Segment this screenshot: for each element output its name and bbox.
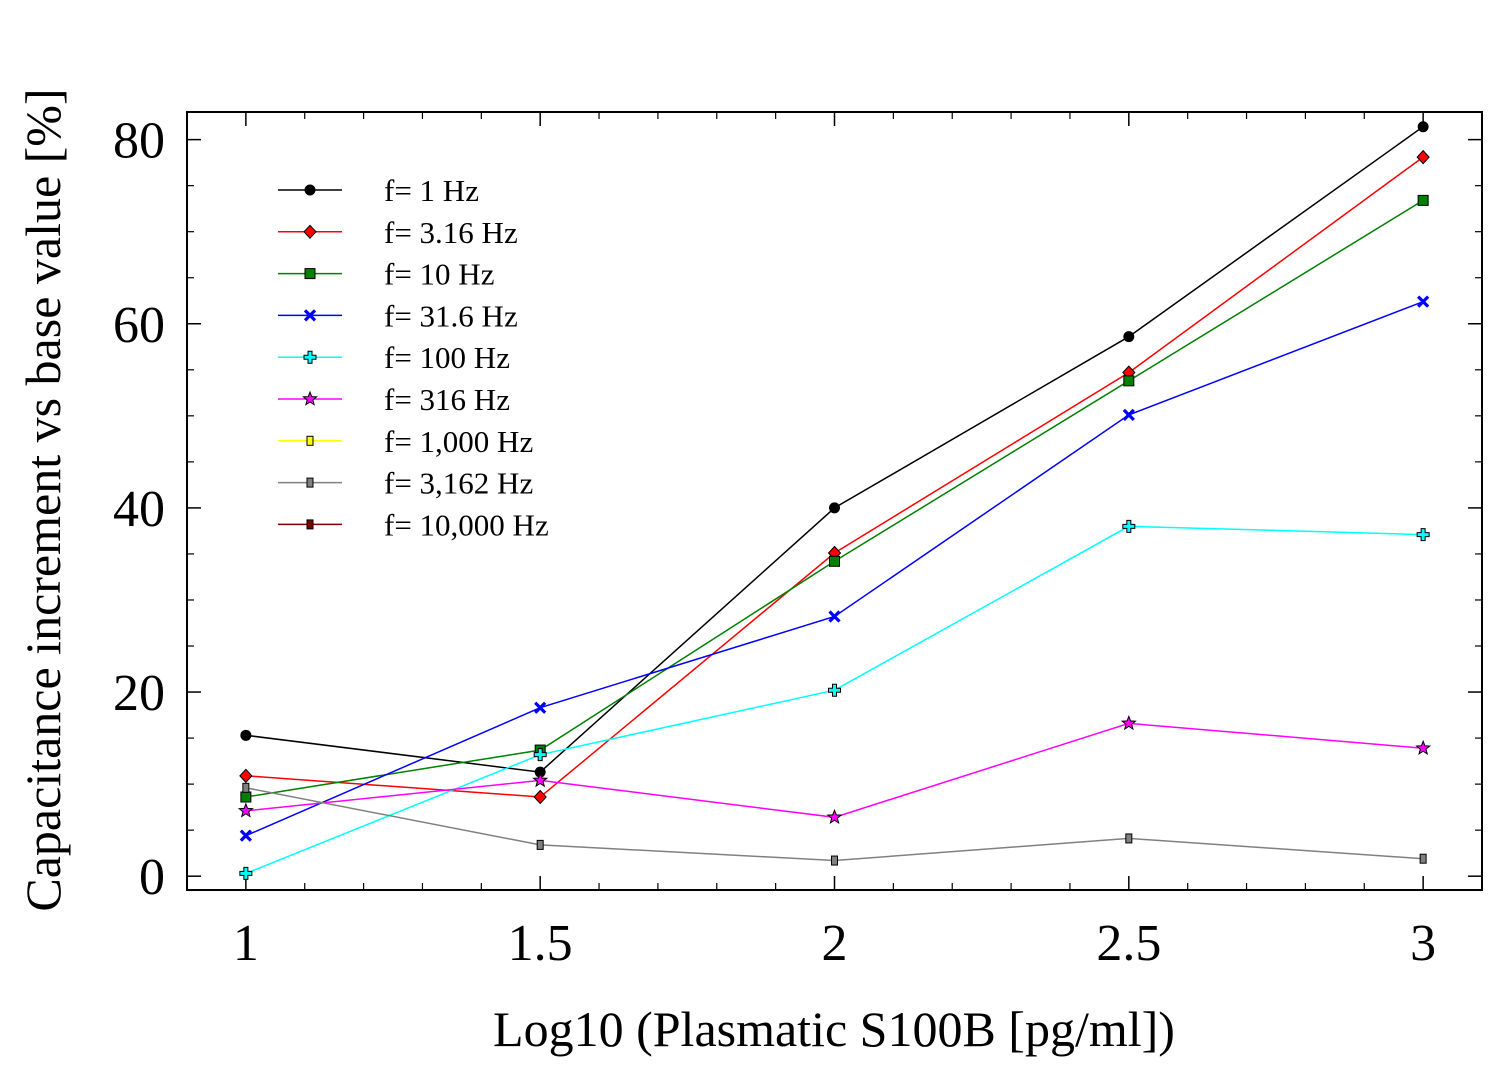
legend-label-7: f= 3,162 Hz <box>384 466 533 501</box>
legend-marker-1 <box>303 224 317 240</box>
series-1-point <box>1416 149 1430 165</box>
series-5-point <box>237 802 254 818</box>
series-2-point <box>240 791 252 803</box>
y-tick-label: 20 <box>113 665 165 722</box>
plot-area <box>186 111 1483 891</box>
series-7-point <box>831 855 838 866</box>
series-7-point <box>1125 833 1133 844</box>
series-2-point <box>1417 194 1429 206</box>
x-tick-label: 1 <box>233 915 259 972</box>
series-5-point <box>1415 739 1432 755</box>
series-0-point <box>1123 331 1135 343</box>
x-tick-label: 3 <box>1410 915 1436 972</box>
y-tick-labels: 0 20 40 60 80 <box>113 113 165 907</box>
series-lines <box>245 126 1424 875</box>
legend-label-8: f= 10,000 Hz <box>384 507 549 542</box>
series-3-point <box>239 829 252 842</box>
series-4-point <box>1416 528 1430 542</box>
series-5-point <box>1120 714 1137 731</box>
x-tick-labels: 1 1.5 2 2.5 3 <box>233 915 1436 972</box>
legend-label-2: f= 10 Hz <box>384 257 494 292</box>
series-2-point <box>829 555 840 567</box>
x-tick-label: 2.5 <box>1096 915 1161 972</box>
series-0-point <box>240 729 252 741</box>
legend-marker-7 <box>306 477 314 488</box>
x-axis-title: Log10 (Plasmatic S100B [pg/ml]) <box>493 1001 1175 1057</box>
legend-marker-2 <box>304 268 316 280</box>
legend-marker-5 <box>302 390 318 406</box>
series-3-point <box>1122 408 1135 422</box>
x-tick-label: 2 <box>822 915 848 972</box>
y-tick-label: 0 <box>139 849 165 906</box>
series-4-point <box>828 683 841 697</box>
y-tick-label: 60 <box>113 297 165 354</box>
legend-label-3: f= 31.6 Hz <box>384 298 518 333</box>
series-2-point <box>1123 375 1135 387</box>
legend-label-0: f= 1 Hz <box>384 173 479 208</box>
y-tick-label: 40 <box>113 481 165 538</box>
x-tick-label: 1.5 <box>508 915 573 972</box>
series-0-point <box>829 502 840 514</box>
series-3-point <box>534 701 547 714</box>
y-axis-title: Capacitance increment vs base value [%] <box>15 88 71 911</box>
legend-label-4: f= 100 Hz <box>384 340 510 375</box>
y-tick-label: 80 <box>113 113 165 170</box>
legend-label-1: f= 3.16 Hz <box>384 215 518 250</box>
series-7-point <box>1419 853 1427 864</box>
series-7-point <box>536 839 544 850</box>
legend-label-6: f= 1,000 Hz <box>384 424 533 459</box>
series-4-point <box>1122 519 1136 533</box>
axis-ticks <box>187 112 1482 890</box>
series-1-point <box>533 789 547 805</box>
series-4-point <box>533 748 547 762</box>
legend-marker-4 <box>303 350 317 364</box>
series-1-point <box>239 768 253 784</box>
series-0-point <box>1417 121 1429 133</box>
legend-marker-6 <box>306 435 314 446</box>
legend: f= 1 Hz f= 3.16 Hz f= 10 Hz f= 31.6 Hz f= 10… <box>278 173 549 542</box>
series-5-point <box>532 772 549 788</box>
legend-label-5: f= 316 Hz <box>384 382 510 417</box>
series-3-point <box>828 610 841 623</box>
legend-marker-0 <box>304 184 316 196</box>
series-markers <box>237 121 1432 880</box>
legend-marker-3 <box>303 309 317 322</box>
series-4-point <box>239 866 253 880</box>
series-7-point <box>242 782 250 793</box>
legend-marker-8 <box>306 519 314 530</box>
series-5-point <box>826 808 843 825</box>
series-3-point <box>1417 295 1430 308</box>
